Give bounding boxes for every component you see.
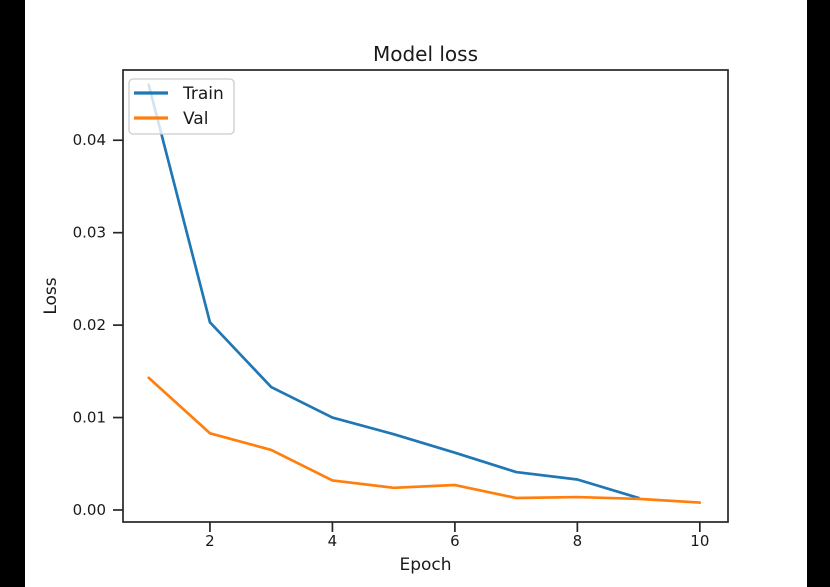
letterbox-right-bar <box>807 0 830 587</box>
x-tick-label: 6 <box>450 532 460 550</box>
y-tick-label: 0.04 <box>73 131 106 149</box>
x-tick-label: 2 <box>205 532 215 550</box>
y-tick-label: 0.01 <box>73 409 106 427</box>
y-axis-label: Loss <box>41 277 61 314</box>
legend-val-label: Val <box>183 109 208 129</box>
loss-chart-svg: Model loss 0.00 0.01 0.02 0.03 0.04 2 4 6 8 10 T… <box>41 42 729 575</box>
x-axis-label: Epoch <box>399 555 451 575</box>
y-tick-label: 0.00 <box>73 501 106 519</box>
val-line <box>147 376 702 504</box>
x-axis-ticks: 2 4 6 8 10 <box>205 522 709 550</box>
y-tick-label: 0.03 <box>73 224 106 242</box>
chart-title: Model loss <box>373 42 478 66</box>
legend: Train Val <box>128 78 235 135</box>
plot-area-border <box>122 69 729 523</box>
y-axis-ticks: 0.00 0.01 0.02 0.03 0.04 <box>73 131 123 519</box>
y-tick-label: 0.02 <box>73 316 106 334</box>
x-tick-label: 4 <box>328 532 338 550</box>
legend-train-label: Train <box>182 84 224 104</box>
figure-canvas: Model loss 0.00 0.01 0.02 0.03 0.04 2 4 6 8 10 T… <box>25 0 807 587</box>
letterbox-left-bar <box>0 0 25 587</box>
x-tick-label: 8 <box>573 532 583 550</box>
x-tick-label: 10 <box>690 532 709 550</box>
train-line <box>147 83 640 500</box>
